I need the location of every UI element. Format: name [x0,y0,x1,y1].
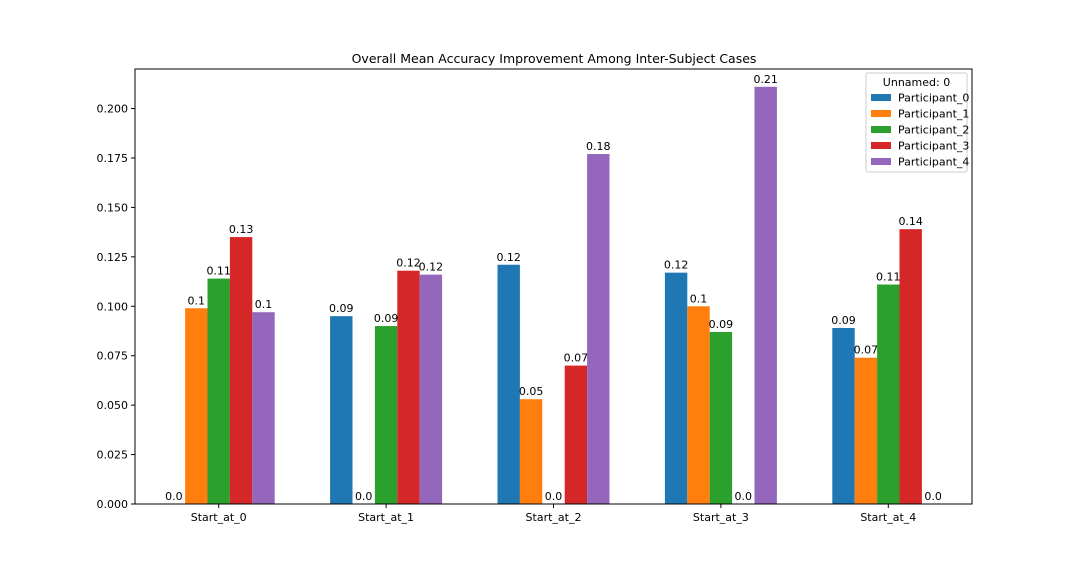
bar-participant_3-start_at_2 [564,365,588,504]
bar-participant_1-start_at_4 [854,357,878,504]
x-tick-label: Start_at_2 [526,511,582,524]
x-tick-label: Start_at_4 [860,511,916,524]
y-axis: 0.000 0.025 0.050 0.075 0.100 0.125 0.150 0.175… [97,103,135,511]
bar-participant_4-start_at_1 [419,274,443,504]
x-tick-label: Start_at_1 [358,511,414,524]
data-label: 0.0 [545,490,563,503]
bar-participant_4-start_at_0 [252,312,275,504]
y-tick-label: 0.025 [97,449,129,462]
data-label: 0.1 [690,292,708,305]
legend: Unnamed: 0 Participant_0Participant_1Par… [865,72,969,173]
bar-participant_2-start_at_1 [374,326,398,504]
data-label: 0.09 [831,314,856,327]
y-tick-label: 0.175 [97,152,129,165]
legend-swatch [871,158,891,165]
legend-label: Participant_4 [898,156,969,169]
bar-participant_0-start_at_4 [832,328,855,504]
y-tick-label: 0.125 [97,251,129,264]
bar-participant_0-start_at_1 [330,316,353,504]
legend-swatch [871,94,891,101]
legend-label: Participant_2 [898,124,969,137]
chart-title: Overall Mean Accuracy Improvement Among … [352,51,757,66]
bar-participant_4-start_at_2 [587,154,610,504]
data-label: 0.0 [924,490,942,503]
data-label: 0.12 [664,259,689,272]
data-label: 0.09 [374,312,399,325]
bar-participant_1-start_at_2 [519,399,543,504]
data-label: 0.07 [564,352,589,365]
bar-participant_0-start_at_2 [497,264,520,504]
data-label: 0.09 [329,302,354,315]
y-tick-label: 0.150 [97,201,129,214]
data-labels-group: 0.00.090.120.120.090.10.00.050.10.070.11… [165,73,942,503]
legend-items: Participant_0 Participant_1 Participant_2 P… [871,92,969,169]
data-label: 0.09 [709,318,734,331]
bar-participant_1-start_at_0 [185,308,208,504]
bar-participant_4-start_at_3 [754,86,777,505]
legend-label: Participant_0 [898,92,969,105]
data-label: 0.12 [396,257,421,270]
y-tick-label: 0.050 [97,399,129,412]
data-label: 0.21 [753,73,778,86]
x-tick-label: Start_at_3 [693,511,749,524]
bars-group [185,86,922,505]
data-label: 0.11 [206,265,231,278]
y-tick-label: 0.075 [97,350,129,363]
data-label: 0.0 [165,490,183,503]
legend-swatch [871,126,891,133]
bar-participant_2-start_at_4 [877,284,900,504]
bar-participant_3-start_at_4 [899,229,922,504]
bar-participant_0-start_at_3 [664,272,688,504]
bar-participant_3-start_at_0 [229,237,253,504]
y-tick-label: 0.200 [97,103,129,116]
data-label: 0.13 [229,223,254,236]
bar-participant_2-start_at_0 [207,278,230,504]
legend-swatch [871,142,891,149]
data-label: 0.07 [854,344,879,357]
data-label: 0.14 [898,215,923,228]
data-label: 0.12 [496,251,521,264]
data-label: 0.18 [586,140,611,153]
bar-participant_1-start_at_3 [687,306,710,504]
legend-title: Unnamed: 0 [883,76,950,89]
data-label: 0.12 [419,261,444,274]
legend-label: Participant_3 [898,140,969,153]
data-label: 0.1 [255,298,273,311]
legend-label: Participant_1 [898,108,969,121]
data-label: 0.1 [188,294,206,307]
bar-participant_2-start_at_3 [709,331,733,504]
legend-swatch [871,110,891,117]
data-label: 0.11 [876,271,901,284]
data-label: 0.05 [519,385,544,398]
data-label: 0.0 [735,490,753,503]
legend-frame [865,72,968,173]
x-axis: Start_at_0 Start_at_1 Start_at_2 Start_at_3… [191,504,916,524]
bar-participant_3-start_at_1 [397,270,420,504]
y-tick-label: 0.100 [97,300,129,313]
x-tick-label: Start_at_0 [191,511,247,524]
data-label: 0.0 [355,490,373,503]
y-tick-label: 0.000 [97,498,129,511]
